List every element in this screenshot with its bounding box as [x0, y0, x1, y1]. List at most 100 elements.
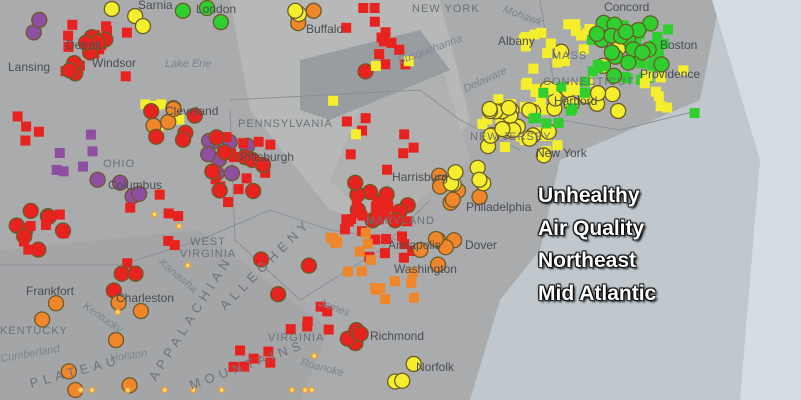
monitor-square-unhealthy[interactable]: [58, 228, 69, 239]
monitor-circle-usg[interactable]: [429, 256, 447, 273]
monitor-circle-moderate[interactable]: [604, 85, 621, 103]
monitor-square-good[interactable]: [579, 87, 590, 98]
monitor-circle-usg[interactable]: [305, 2, 322, 19]
monitor-square-unhealthy[interactable]: [241, 173, 252, 184]
monitor-circle-very_unhealthy[interactable]: [89, 171, 106, 188]
monitor-square-moderate[interactable]: [655, 101, 666, 112]
monitor-square-moderate[interactable]: [570, 19, 581, 30]
monitor-square-good[interactable]: [538, 87, 549, 98]
monitor-circle-unhealthy[interactable]: [352, 325, 369, 342]
monitor-square-unhealthy[interactable]: [351, 197, 362, 208]
monitor-square-usg[interactable]: [371, 284, 382, 295]
monitor-square-unhealthy[interactable]: [169, 240, 180, 251]
monitor-square-unhealthy[interactable]: [228, 152, 239, 163]
monitor-square-unhealthy[interactable]: [386, 37, 397, 48]
monitor-square-unhealthy[interactable]: [380, 59, 391, 70]
monitor-square-usg[interactable]: [380, 294, 391, 305]
monitor-square-unhealthy[interactable]: [20, 135, 31, 146]
monitor-circle-good[interactable]: [603, 44, 620, 61]
monitor-circle-unhealthy[interactable]: [127, 265, 144, 282]
monitor-square-moderate[interactable]: [542, 48, 553, 59]
monitor-square-good[interactable]: [565, 105, 576, 116]
monitor-square-moderate[interactable]: [499, 142, 510, 153]
monitor-square-moderate[interactable]: [140, 99, 151, 110]
monitor-square-unhealthy[interactable]: [40, 219, 51, 230]
monitor-square-moderate[interactable]: [520, 31, 531, 42]
monitor-circle-good[interactable]: [588, 25, 606, 43]
monitor-square-good[interactable]: [553, 118, 564, 129]
monitor-square-unhealthy[interactable]: [260, 167, 271, 178]
monitor-square-usg[interactable]: [407, 267, 418, 278]
monitor-square-moderate[interactable]: [570, 25, 581, 36]
monitor-square-unhealthy[interactable]: [378, 36, 389, 47]
monitor-square-unhealthy[interactable]: [23, 244, 34, 255]
monitor-square-very_unhealthy[interactable]: [51, 164, 62, 175]
monitor-square-unhealthy[interactable]: [398, 148, 409, 159]
monitor-square-unhealthy[interactable]: [379, 209, 390, 220]
monitor-square-unhealthy[interactable]: [63, 41, 74, 52]
monitor-square-moderate[interactable]: [536, 27, 547, 38]
monitor-square-unhealthy[interactable]: [357, 210, 368, 221]
monitor-square-unhealthy[interactable]: [381, 234, 392, 245]
monitor-square-moderate[interactable]: [653, 91, 664, 102]
monitor-circle-unhealthy[interactable]: [77, 34, 95, 51]
monitor-square-unhealthy[interactable]: [341, 214, 352, 225]
monitor-square-moderate[interactable]: [538, 104, 549, 115]
monitor-square-usg[interactable]: [360, 227, 371, 238]
monitor-square-moderate[interactable]: [350, 129, 361, 140]
monitor-square-moderate[interactable]: [578, 44, 589, 55]
monitor-square-moderate[interactable]: [529, 29, 540, 40]
monitor-circle-usg[interactable]: [107, 331, 125, 349]
monitor-square-unhealthy[interactable]: [163, 235, 174, 246]
monitor-square-unhealthy[interactable]: [407, 245, 418, 256]
monitor-circle-unhealthy[interactable]: [216, 144, 234, 161]
monitor-square-usg[interactable]: [406, 277, 417, 288]
monitor-square-unhealthy[interactable]: [340, 224, 351, 235]
monitor-circle-usg[interactable]: [444, 191, 462, 208]
monitor-circle-moderate[interactable]: [500, 99, 517, 117]
monitor-square-unhealthy[interactable]: [345, 149, 356, 160]
monitor-circle-moderate[interactable]: [394, 372, 411, 389]
monitor-dot[interactable]: [124, 386, 132, 394]
monitor-square-unhealthy[interactable]: [374, 49, 385, 60]
monitor-circle-unhealthy[interactable]: [269, 286, 287, 303]
monitor-square-unhealthy[interactable]: [238, 138, 249, 149]
monitor-circle-unhealthy[interactable]: [113, 265, 130, 282]
monitor-square-unhealthy[interactable]: [394, 44, 405, 55]
monitor-square-moderate[interactable]: [477, 119, 488, 130]
monitor-square-unhealthy[interactable]: [380, 27, 391, 38]
monitor-square-unhealthy[interactable]: [12, 111, 23, 122]
monitor-square-unhealthy[interactable]: [399, 239, 410, 250]
monitor-square-usg[interactable]: [356, 266, 367, 277]
monitor-square-unhealthy[interactable]: [122, 258, 133, 269]
monitor-circle-unhealthy[interactable]: [357, 63, 374, 80]
monitor-square-good[interactable]: [662, 24, 673, 35]
monitor-square-unhealthy[interactable]: [358, 3, 369, 13]
monitor-square-unhealthy[interactable]: [369, 3, 380, 13]
monitor-circle-good[interactable]: [653, 56, 670, 73]
monitor-square-unhealthy[interactable]: [315, 301, 326, 312]
monitor-square-moderate[interactable]: [520, 41, 531, 52]
monitor-square-unhealthy[interactable]: [33, 126, 44, 137]
monitor-dot[interactable]: [175, 222, 183, 230]
monitor-square-very_unhealthy[interactable]: [54, 147, 65, 158]
monitor-square-usg[interactable]: [354, 246, 365, 257]
monitor-dot[interactable]: [288, 386, 296, 394]
monitor-circle-usg[interactable]: [427, 230, 445, 248]
monitor-circle-moderate[interactable]: [103, 0, 120, 18]
monitor-square-unhealthy[interactable]: [399, 129, 410, 140]
monitor-square-moderate[interactable]: [528, 63, 539, 74]
monitor-square-unhealthy[interactable]: [322, 306, 333, 317]
monitor-square-unhealthy[interactable]: [302, 321, 313, 332]
monitor-square-good[interactable]: [631, 34, 642, 45]
monitor-square-very_unhealthy[interactable]: [85, 129, 96, 140]
monitor-circle-unhealthy[interactable]: [347, 174, 364, 191]
monitor-circle-moderate[interactable]: [447, 164, 464, 181]
monitor-dot[interactable]: [77, 386, 84, 394]
monitor-circle-moderate[interactable]: [494, 120, 511, 138]
monitor-square-unhealthy[interactable]: [373, 214, 384, 225]
monitor-square-moderate[interactable]: [530, 87, 541, 98]
monitor-square-good[interactable]: [646, 60, 657, 71]
monitor-square-good[interactable]: [650, 40, 661, 51]
monitor-square-very_unhealthy[interactable]: [58, 166, 69, 177]
